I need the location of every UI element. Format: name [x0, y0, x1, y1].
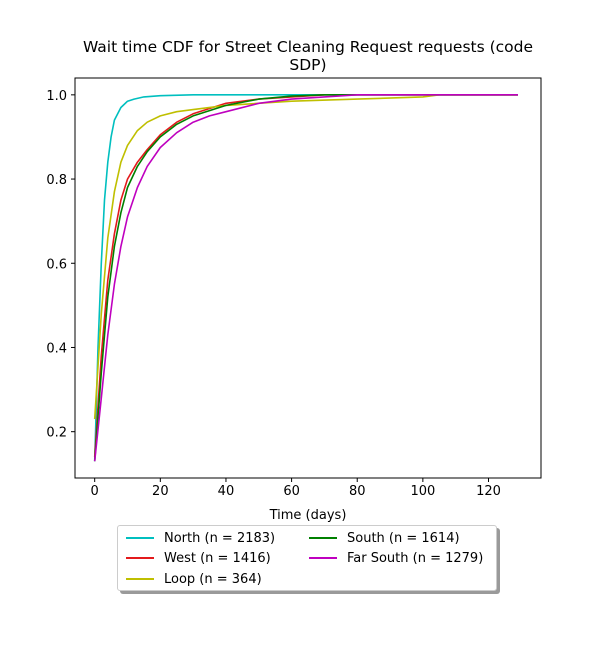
legend-swatch-west: [126, 557, 154, 559]
x-axis-label: Time (days): [269, 508, 347, 523]
chart-title-line-1: Wait time CDF for Street Cleaning Reques…: [83, 38, 533, 56]
legend-swatch-far-south: [309, 557, 337, 559]
legend-swatch-loop: [126, 578, 154, 580]
series-line-loop: [93, 94, 518, 420]
x-tick-label: 20: [152, 484, 169, 499]
series-line-south: [93, 94, 518, 462]
series-line-north: [93, 94, 518, 462]
series-layer: [93, 94, 518, 462]
series-line-west: [93, 94, 518, 457]
y-tick-label: 0.8: [46, 173, 67, 188]
series-line-far-south: [93, 94, 518, 462]
y-tick-label: 0.6: [46, 257, 67, 272]
legend-item-north: North (n = 2183): [126, 528, 275, 548]
legend-label-south: South (n = 1614): [347, 530, 460, 546]
x-tick-label: 40: [218, 484, 235, 499]
x-tick-label: 80: [349, 484, 366, 499]
x-tick-label: 100: [410, 484, 435, 499]
legend-label-loop: Loop (n = 364): [164, 571, 262, 587]
axis-ticks: 0 20 40 60 80 100 120 0.2 0.4 0.6 0.8 1.0: [46, 89, 501, 499]
legend-label-north: North (n = 2183): [164, 530, 276, 546]
legend: North (n = 2183) West (n = 1416) Loop (n…: [117, 525, 497, 591]
legend-label-far-south: Far South (n = 1279): [347, 550, 484, 566]
legend-swatch-north: [126, 537, 154, 539]
x-tick-label: 120: [476, 484, 501, 499]
legend-swatch-south: [309, 537, 337, 539]
plot-area: [74, 77, 542, 479]
legend-item-west: West (n = 1416): [126, 548, 271, 568]
x-tick-label: 0: [91, 484, 99, 499]
chart-title-line-2: SDP): [289, 56, 326, 74]
x-tick-label: 60: [283, 484, 300, 499]
legend-item-far-south: Far South (n = 1279): [309, 548, 483, 568]
legend-item-south: South (n = 1614): [309, 528, 460, 548]
legend-item-loop: Loop (n = 364): [126, 569, 262, 589]
y-tick-label: 0.2: [46, 426, 67, 441]
y-tick-label: 1.0: [46, 89, 67, 104]
legend-label-west: West (n = 1416): [164, 550, 271, 566]
y-tick-label: 0.4: [46, 341, 67, 356]
